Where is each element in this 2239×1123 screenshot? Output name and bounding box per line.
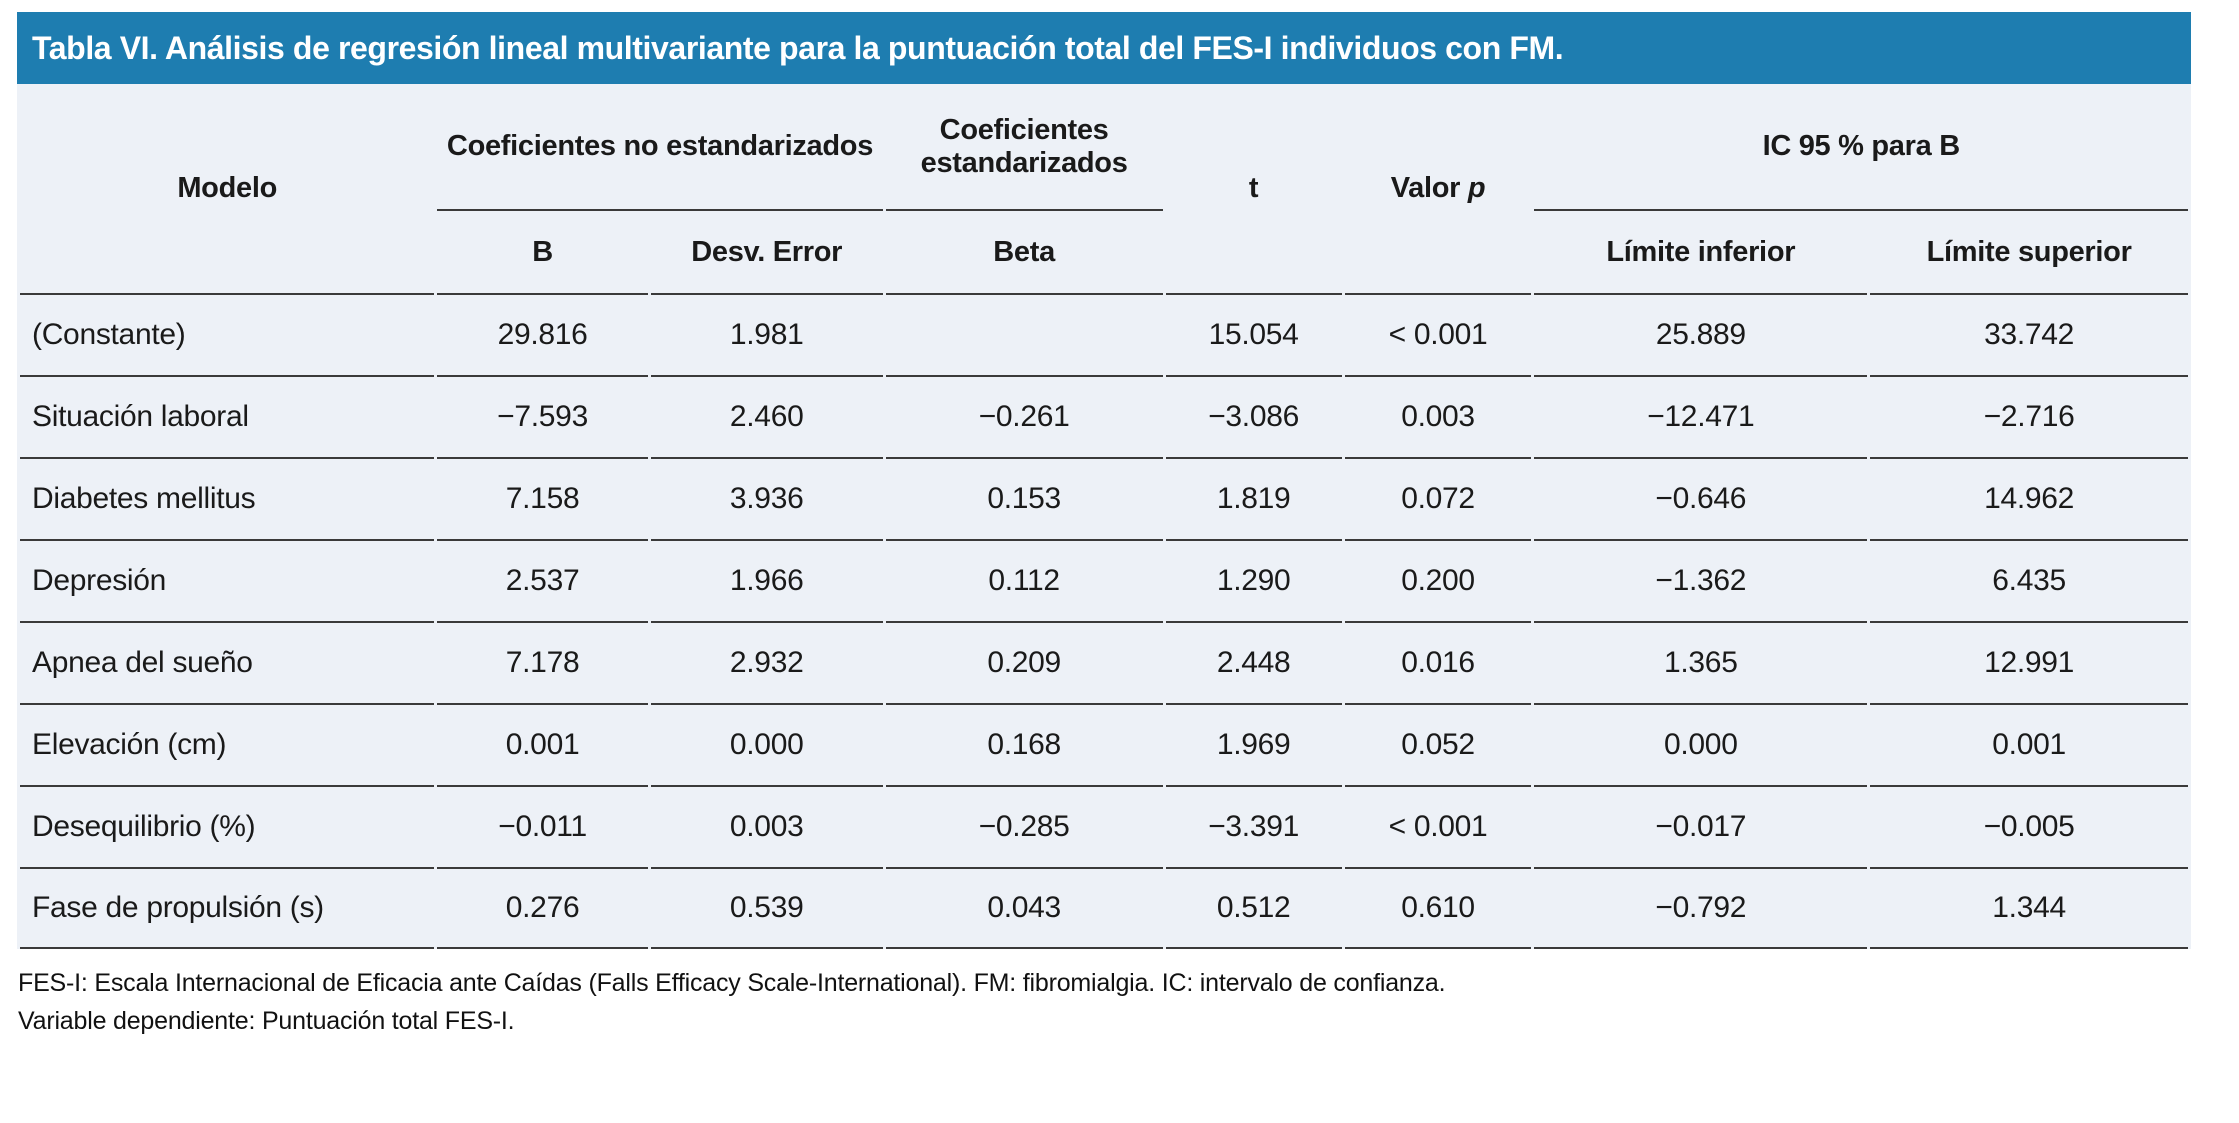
col-header-limite-superior: Límite superior bbox=[1926, 235, 2132, 268]
cell-desv-error: 3.936 bbox=[650, 457, 883, 539]
cell-limite-superior: −2.716 bbox=[1870, 375, 2188, 457]
cell-b: 0.001 bbox=[437, 703, 648, 785]
cell-p: 0.610 bbox=[1344, 867, 1532, 949]
cell-limite-inferior: 25.889 bbox=[1534, 293, 1868, 375]
col-header-t: t bbox=[1248, 172, 1259, 204]
cell-t: 1.969 bbox=[1165, 703, 1342, 785]
cell-t: 15.054 bbox=[1165, 293, 1342, 375]
cell-limite-inferior: −1.362 bbox=[1534, 539, 1868, 621]
col-group-ic95: IC 95 % para B bbox=[1534, 84, 2188, 211]
cell-beta bbox=[885, 293, 1163, 375]
cell-beta: 0.043 bbox=[885, 867, 1163, 949]
cell-b: 29.816 bbox=[437, 293, 648, 375]
cell-p: 0.072 bbox=[1344, 457, 1532, 539]
cell-desv-error: 0.000 bbox=[650, 703, 883, 785]
cell-beta: 0.112 bbox=[885, 539, 1163, 621]
cell-modelo: Fase de propulsión (s) bbox=[20, 867, 435, 949]
cell-limite-superior: 14.962 bbox=[1870, 457, 2188, 539]
cell-limite-superior: 33.742 bbox=[1870, 293, 2188, 375]
cell-p: 0.003 bbox=[1344, 375, 1532, 457]
col-header-valor-p: Valor p bbox=[1345, 84, 1532, 293]
valor-label: Valor bbox=[1390, 172, 1461, 204]
table-header: Modelo Coeficientes no estandarizados Co… bbox=[20, 84, 2188, 293]
cell-limite-superior: 1.344 bbox=[1870, 867, 2188, 949]
cell-t: −3.086 bbox=[1165, 375, 1342, 457]
cell-limite-superior: 12.991 bbox=[1870, 621, 2188, 703]
p-label: p bbox=[1467, 172, 1486, 204]
cell-desv-error: 1.966 bbox=[650, 539, 883, 621]
cell-b: −7.593 bbox=[437, 375, 648, 457]
table-footnotes: FES-I: Escala Internacional de Eficacia … bbox=[18, 965, 2191, 1040]
col-header-desv-error: Desv. Error bbox=[691, 235, 843, 268]
cell-limite-inferior: −0.792 bbox=[1534, 867, 1868, 949]
cell-desv-error: 0.539 bbox=[650, 867, 883, 949]
cell-limite-inferior: −0.646 bbox=[1534, 457, 1868, 539]
cell-b: 0.276 bbox=[437, 867, 648, 949]
col-header-modelo: Modelo bbox=[177, 172, 278, 204]
cell-modelo: Apnea del sueño bbox=[20, 621, 435, 703]
cell-modelo: Elevación (cm) bbox=[20, 703, 435, 785]
table-row: Apnea del sueño 7.178 2.932 0.209 2.448 … bbox=[20, 621, 2188, 703]
cell-b: 2.537 bbox=[437, 539, 648, 621]
cell-p: < 0.001 bbox=[1344, 293, 1532, 375]
cell-modelo: Diabetes mellitus bbox=[20, 457, 435, 539]
cell-p: 0.016 bbox=[1344, 621, 1532, 703]
cell-b: −0.011 bbox=[437, 785, 648, 867]
table-title-bar: Tabla VI. Análisis de regresión lineal m… bbox=[17, 12, 2191, 84]
cell-b: 7.158 bbox=[437, 457, 648, 539]
table-row: Depresión 2.537 1.966 0.112 1.290 0.200 … bbox=[20, 539, 2188, 621]
cell-t: 0.512 bbox=[1165, 867, 1342, 949]
cell-desv-error: 2.460 bbox=[650, 375, 883, 457]
cell-limite-superior: −0.005 bbox=[1870, 785, 2188, 867]
header-row-sub: B Desv. Error Beta Límite inferior Límit… bbox=[20, 211, 2188, 293]
cell-desv-error: 2.932 bbox=[650, 621, 883, 703]
col-header-limite-inferior: Límite inferior bbox=[1606, 235, 1796, 268]
cell-limite-inferior: −0.017 bbox=[1534, 785, 1868, 867]
cell-beta: −0.285 bbox=[885, 785, 1163, 867]
col-group-coef-no-estandarizados: Coeficientes no estandarizados bbox=[437, 84, 883, 211]
cell-modelo: Depresión bbox=[20, 539, 435, 621]
cell-modelo: Desequilibrio (%) bbox=[20, 785, 435, 867]
cell-beta: −0.261 bbox=[885, 375, 1163, 457]
table-row: Fase de propulsión (s) 0.276 0.539 0.043… bbox=[20, 867, 2188, 949]
cell-limite-superior: 0.001 bbox=[1870, 703, 2188, 785]
cell-desv-error: 1.981 bbox=[650, 293, 883, 375]
cell-beta: 0.153 bbox=[885, 457, 1163, 539]
cell-desv-error: 0.003 bbox=[650, 785, 883, 867]
cell-p: 0.052 bbox=[1344, 703, 1532, 785]
header-row-groups: Modelo Coeficientes no estandarizados Co… bbox=[20, 84, 2188, 211]
col-group-coef-estandarizados: Coeficientes estandarizados bbox=[885, 84, 1163, 211]
footnote-line: FES-I: Escala Internacional de Eficacia … bbox=[18, 969, 1446, 997]
cell-p: < 0.001 bbox=[1344, 785, 1532, 867]
cell-modelo: Situación laboral bbox=[20, 375, 435, 457]
cell-limite-inferior: 1.365 bbox=[1534, 621, 1868, 703]
table-row: Situación laboral −7.593 2.460 −0.261 −3… bbox=[20, 375, 2188, 457]
cell-beta: 0.168 bbox=[885, 703, 1163, 785]
cell-limite-superior: 6.435 bbox=[1870, 539, 2188, 621]
col-header-b: B bbox=[532, 235, 553, 268]
table-row: Diabetes mellitus 7.158 3.936 0.153 1.81… bbox=[20, 457, 2188, 539]
cell-t: 2.448 bbox=[1165, 621, 1342, 703]
table-row: (Constante) 29.816 1.981 15.054 < 0.001 … bbox=[20, 293, 2188, 375]
cell-limite-inferior: −12.471 bbox=[1534, 375, 1868, 457]
cell-beta: 0.209 bbox=[885, 621, 1163, 703]
cell-p: 0.200 bbox=[1344, 539, 1532, 621]
regression-table: Modelo Coeficientes no estandarizados Co… bbox=[17, 84, 2191, 949]
col-header-beta: Beta bbox=[993, 235, 1055, 268]
table-body: (Constante) 29.816 1.981 15.054 < 0.001 … bbox=[20, 293, 2188, 949]
cell-t: 1.819 bbox=[1165, 457, 1342, 539]
table-row: Elevación (cm) 0.001 0.000 0.168 1.969 0… bbox=[20, 703, 2188, 785]
table-title: Tabla VI. Análisis de regresión lineal m… bbox=[32, 29, 1564, 66]
cell-t: −3.391 bbox=[1165, 785, 1342, 867]
cell-limite-inferior: 0.000 bbox=[1534, 703, 1868, 785]
cell-t: 1.290 bbox=[1165, 539, 1342, 621]
footnote-line: Variable dependiente: Puntuación total F… bbox=[18, 1006, 515, 1035]
table-row: Desequilibrio (%) −0.011 0.003 −0.285 −3… bbox=[20, 785, 2188, 867]
cell-modelo: (Constante) bbox=[20, 293, 435, 375]
table-card: Tabla VI. Análisis de regresión lineal m… bbox=[17, 12, 2191, 1040]
cell-b: 7.178 bbox=[437, 621, 648, 703]
